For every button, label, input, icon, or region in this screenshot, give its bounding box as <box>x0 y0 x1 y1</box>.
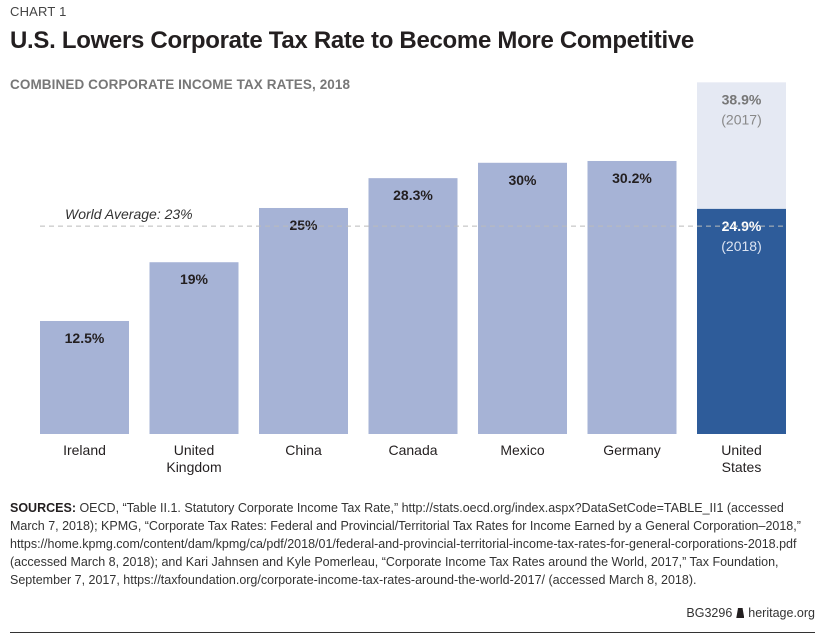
liberty-bell-icon <box>736 608 745 618</box>
report-code: BG3296 <box>686 606 733 620</box>
value-label: 19% <box>180 271 209 287</box>
site-link[interactable]: heritage.org <box>748 606 815 620</box>
bar <box>40 320 129 434</box>
sources-note: SOURCES: OECD, “Table II.1. Statutory Co… <box>10 499 815 589</box>
category-label: States <box>722 459 762 475</box>
bar-chart: 12.5%Ireland19%UnitedKingdom25%China28.3… <box>40 82 786 475</box>
category-label: United <box>721 442 761 458</box>
world-average-label: World Average: 23% <box>65 206 193 222</box>
year-label-us-2018: (2018) <box>721 238 761 254</box>
category-label: Germany <box>603 442 661 458</box>
bar <box>259 207 348 434</box>
sources-label: SOURCES: <box>10 501 76 515</box>
year-label-us-2017: (2017) <box>721 111 761 127</box>
bottom-rule <box>10 632 815 633</box>
category-label: Ireland <box>63 442 106 458</box>
value-label: 30.2% <box>612 170 652 186</box>
footer: BG3296 heritage.org <box>686 606 815 620</box>
value-label: 12.5% <box>65 330 105 346</box>
category-label: Mexico <box>500 442 545 458</box>
category-label: Kingdom <box>166 459 221 475</box>
category-label: China <box>285 442 322 458</box>
value-label: 30% <box>508 172 537 188</box>
bar <box>587 160 677 434</box>
value-label: 25% <box>289 217 318 233</box>
category-label: United <box>174 442 214 458</box>
value-label: 28.3% <box>393 187 433 203</box>
bar <box>478 162 567 434</box>
chart-number: CHART 1 <box>10 4 67 19</box>
chart-title: U.S. Lowers Corporate Tax Rate to Become… <box>10 27 694 54</box>
value-label-us-2018: 24.9% <box>722 218 762 234</box>
bar <box>368 178 458 434</box>
sources-text: OECD, “Table II.1. Statutory Corporate I… <box>10 501 801 587</box>
category-label: Canada <box>388 442 437 458</box>
value-label-us-2017: 38.9% <box>722 91 762 107</box>
bar-us-2018 <box>697 208 786 434</box>
bar <box>149 262 239 434</box>
chart-subtitle: COMBINED CORPORATE INCOME TAX RATES, 201… <box>10 77 351 92</box>
